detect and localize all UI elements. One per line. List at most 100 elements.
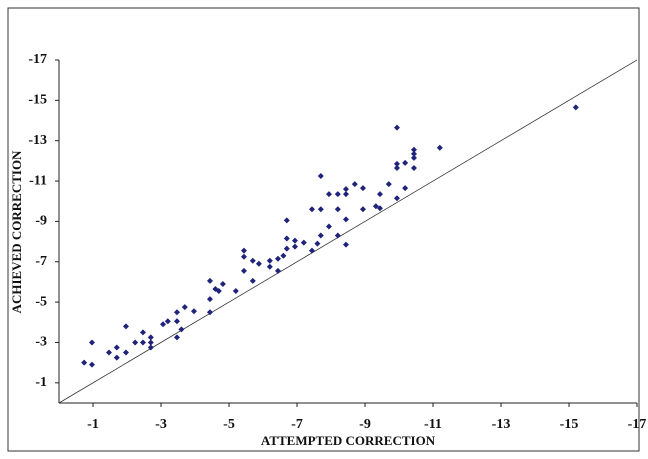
y-tick-label: -5	[35, 294, 47, 309]
point	[280, 252, 287, 259]
point	[147, 339, 154, 346]
point	[122, 349, 129, 356]
point	[325, 191, 332, 198]
point	[240, 267, 247, 274]
point	[274, 267, 281, 274]
point	[376, 205, 383, 212]
y-tick-label: -1	[35, 375, 47, 390]
point	[206, 309, 213, 316]
y-axis-title: ACHIEVED CORRECTION	[9, 150, 24, 313]
point	[317, 232, 324, 239]
point	[240, 253, 247, 260]
point	[219, 280, 226, 287]
point	[300, 239, 307, 246]
point	[240, 247, 247, 254]
x-tick-label: -13	[492, 417, 511, 432]
y-tick-label: -3	[35, 335, 47, 350]
point	[164, 318, 171, 325]
point	[385, 181, 392, 188]
y-tick-label: -7	[35, 254, 47, 269]
point	[291, 237, 298, 244]
point	[342, 186, 349, 193]
point	[334, 232, 341, 239]
point	[393, 124, 400, 131]
point	[266, 263, 273, 270]
point	[105, 349, 112, 356]
point	[139, 329, 146, 336]
point	[147, 334, 154, 341]
point	[249, 257, 256, 264]
point	[334, 206, 341, 213]
point	[359, 206, 366, 213]
frame	[7, 7, 640, 452]
point	[122, 323, 129, 330]
point	[190, 308, 197, 315]
point	[215, 288, 222, 295]
point	[351, 181, 358, 188]
point	[372, 203, 379, 210]
point	[181, 304, 188, 311]
point	[178, 326, 185, 333]
point	[342, 191, 349, 198]
point	[402, 185, 409, 192]
point	[393, 195, 400, 202]
x-tick-label: -17	[628, 417, 647, 432]
point	[132, 339, 139, 346]
point	[283, 245, 290, 252]
point	[325, 223, 332, 230]
point	[113, 354, 120, 361]
point	[410, 164, 417, 171]
point	[410, 150, 417, 157]
point	[81, 359, 88, 366]
point	[572, 104, 579, 111]
x-tick-label: -15	[560, 417, 579, 432]
point	[173, 309, 180, 316]
x-tick-label: -1	[87, 417, 99, 432]
point	[342, 241, 349, 248]
x-tick-label: -3	[155, 417, 167, 432]
point	[359, 185, 366, 192]
point	[139, 339, 146, 346]
y-tick-label: -13	[28, 133, 47, 148]
x-tick-label: -9	[359, 417, 371, 432]
point	[317, 206, 324, 213]
point	[334, 191, 341, 198]
point	[255, 260, 262, 267]
point	[283, 235, 290, 242]
point	[147, 344, 154, 351]
x-tick-label: -5	[223, 417, 235, 432]
point	[88, 339, 95, 346]
y-tick-label: -11	[29, 173, 47, 188]
point	[232, 288, 239, 295]
point	[436, 144, 443, 151]
y-tick-label: -17	[28, 52, 47, 67]
point	[291, 243, 298, 250]
x-axis-title: ATTEMPTED CORRECTION	[261, 433, 436, 448]
point	[410, 154, 417, 161]
y-tick-label: -9	[35, 214, 47, 229]
point	[206, 277, 213, 284]
point	[308, 206, 315, 213]
point	[317, 173, 324, 180]
x-tick-label: -7	[291, 417, 303, 432]
point	[342, 216, 349, 223]
point	[173, 318, 180, 325]
point	[314, 240, 321, 247]
point	[88, 361, 95, 368]
point	[249, 277, 256, 284]
point	[283, 217, 290, 224]
point	[274, 255, 281, 262]
point	[393, 164, 400, 171]
reference-line	[58, 59, 638, 404]
x-tick-label: -11	[424, 417, 442, 432]
point	[206, 296, 213, 303]
point	[113, 344, 120, 351]
point	[160, 321, 167, 328]
point	[376, 191, 383, 198]
point	[266, 257, 273, 264]
y-tick-label: -15	[28, 93, 47, 108]
point	[308, 247, 315, 254]
point	[173, 334, 180, 341]
